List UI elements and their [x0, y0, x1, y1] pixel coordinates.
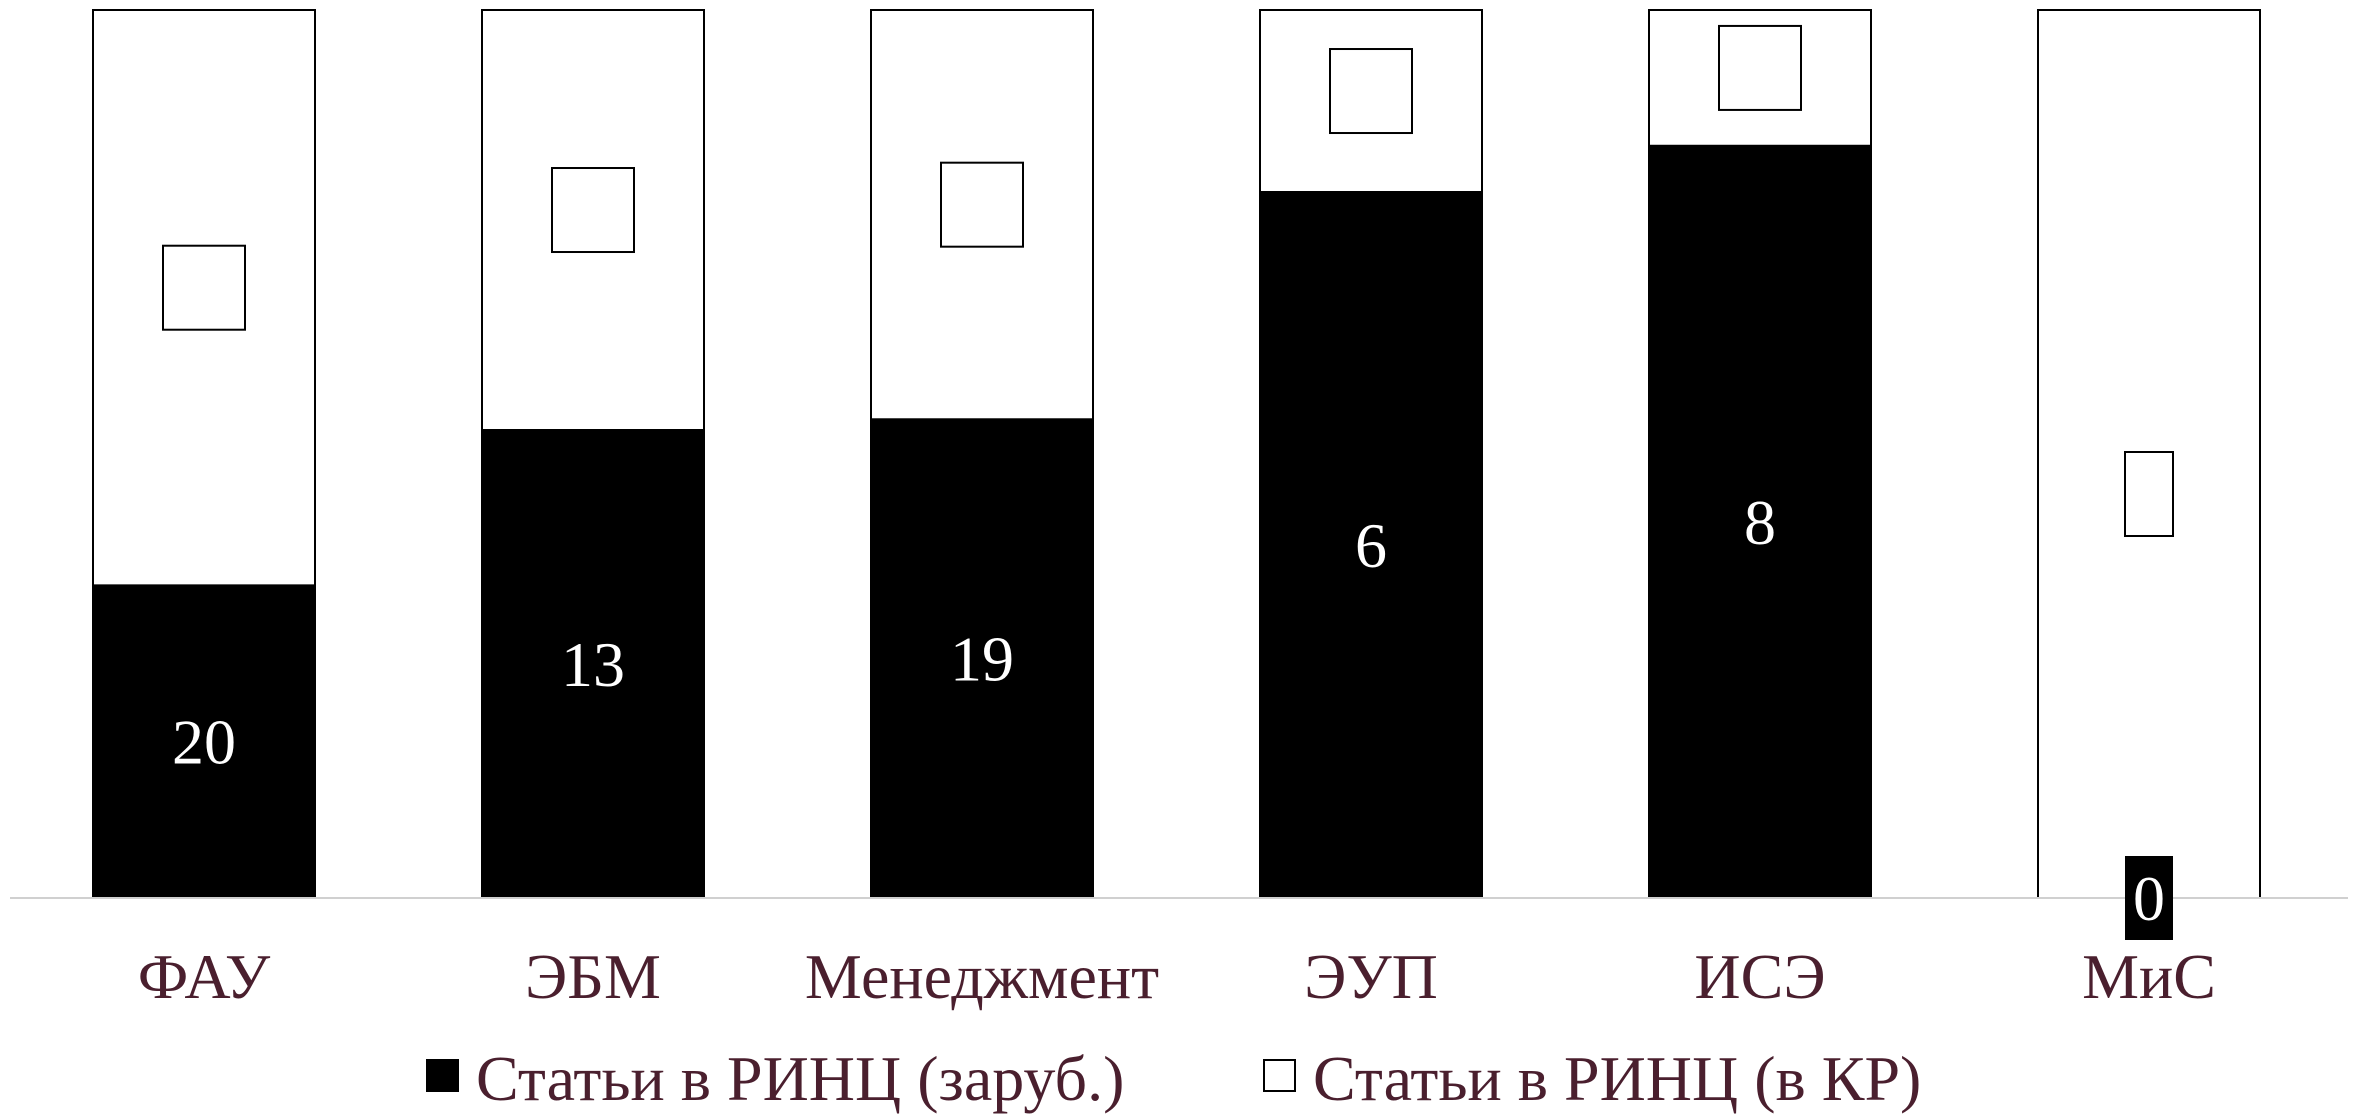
legend: Статьи в РИНЦ (заруб.) Статьи в РИНЦ (в … [426, 1043, 1921, 1114]
legend-swatch-foreign [426, 1059, 459, 1092]
data-label-foreign-4: 6 [1355, 510, 1387, 581]
data-label-box-kr-5 [1718, 24, 1802, 111]
legend-label-foreign: Статьи в РИНЦ (заруб.) [476, 1043, 1124, 1114]
bar-foreign-5 [1648, 144, 1872, 899]
data-label-box-kr-3 [940, 161, 1024, 248]
data-label-box-kr-4 [1329, 48, 1413, 135]
category-label-4: ЭУП [1304, 941, 1438, 1012]
data-label-foreign-5: 8 [1744, 487, 1776, 558]
data-label-foreign-3: 19 [950, 624, 1014, 695]
data-label-box-kr-6 [2124, 451, 2174, 537]
data-label-box-kr-1 [162, 244, 246, 331]
data-label-foreign-6: 0 [2133, 863, 2165, 934]
data-label-box-kr-2 [551, 167, 635, 254]
bar-foreign-1 [92, 584, 316, 899]
legend-swatch-kr [1263, 1059, 1296, 1092]
category-label-3: Менеджмент [805, 941, 1159, 1012]
legend-label-kr: Статьи в РИНЦ (в КР) [1313, 1043, 1921, 1114]
category-label-5: ИСЭ [1694, 941, 1825, 1012]
data-label-foreign-1: 20 [172, 707, 236, 778]
data-label-foreign-2: 13 [561, 629, 625, 700]
data-label-bg-foreign-6 [2125, 856, 2173, 940]
category-label-2: ЭБМ [525, 941, 661, 1012]
bar-foreign-4 [1259, 191, 1483, 900]
bar-foreign-2 [481, 429, 705, 899]
bar-foreign-3 [870, 418, 1094, 899]
category-label-1: ФАУ [138, 941, 271, 1012]
bars-layer [92, 9, 2261, 900]
category-label-6: МиС [2082, 941, 2216, 1012]
